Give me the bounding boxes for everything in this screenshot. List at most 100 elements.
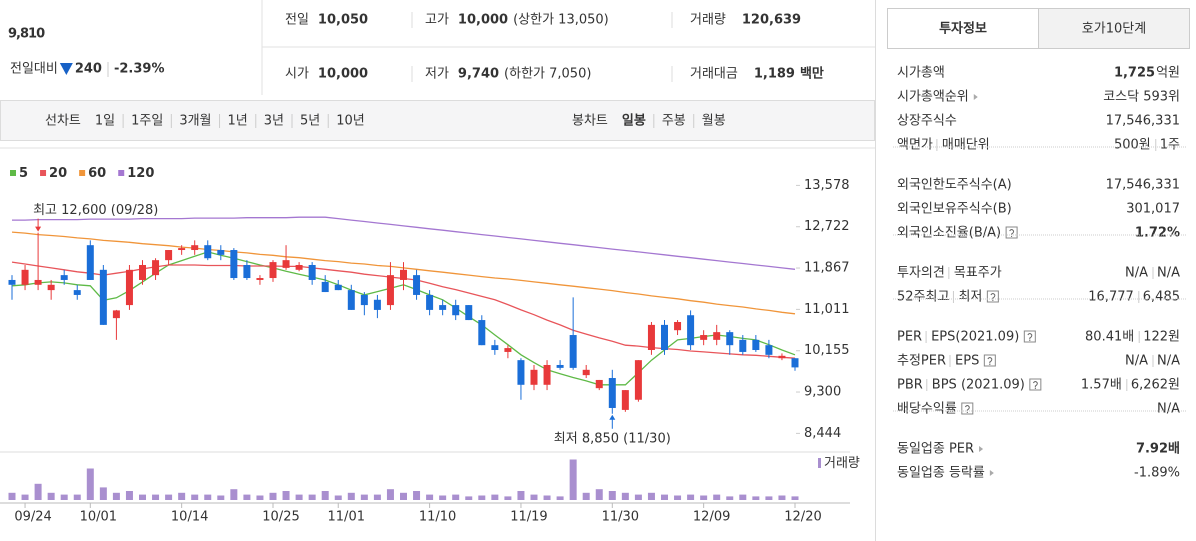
volume-bar	[243, 494, 251, 500]
info-value: 6,262원	[1131, 378, 1180, 393]
info-label: 외국인소진율(B/A)	[897, 226, 1001, 241]
y-tick-label: 8,444	[804, 426, 841, 441]
volume-bar	[204, 494, 212, 500]
volume-bar	[334, 495, 342, 500]
bar-label: 선차트	[45, 114, 81, 129]
candle-body	[321, 281, 329, 293]
arrow-icon[interactable]	[979, 446, 984, 452]
candle-body	[647, 324, 655, 351]
info-value: N/A	[1157, 402, 1180, 417]
arrow-icon[interactable]	[989, 470, 994, 476]
summary-value: 10,050	[318, 13, 368, 28]
candle-body	[452, 305, 460, 316]
y-tick-label: 12,722	[804, 219, 850, 234]
period-item[interactable]: 1일	[95, 114, 115, 129]
volume-bar	[321, 491, 329, 500]
info-label: EPS	[955, 354, 979, 369]
help-icon-glyph	[990, 293, 996, 301]
volume-legend-swatch	[818, 458, 821, 468]
candle-body	[112, 310, 120, 319]
info-label: 52주최고	[897, 290, 949, 305]
candle-body	[386, 275, 394, 306]
volume-bar	[569, 459, 577, 500]
help-icon[interactable]	[1023, 330, 1036, 343]
legend-swatch	[118, 170, 125, 176]
period-item[interactable]: 1주일	[131, 114, 163, 129]
volume-bar	[687, 494, 695, 500]
candle-body	[21, 269, 29, 285]
period-bar	[0, 100, 875, 141]
info-value: 17,546,331	[1106, 114, 1180, 129]
candle-body	[778, 355, 786, 359]
help-icon[interactable]	[1029, 378, 1042, 391]
x-tick-label: 12/09	[693, 510, 730, 525]
help-icon[interactable]	[1005, 226, 1018, 239]
volume-bar	[34, 483, 42, 500]
candle-body	[543, 364, 551, 385]
volume-bar	[191, 494, 199, 500]
help-icon[interactable]	[961, 402, 974, 415]
info-value: -1.89%	[1134, 466, 1180, 481]
candle-body	[674, 321, 682, 331]
period-item[interactable]: 10년	[336, 114, 365, 129]
candle-body	[752, 339, 760, 351]
info-value: N/A	[1157, 354, 1180, 369]
x-tick-label: 09/24	[14, 510, 51, 525]
period-item[interactable]: 3개월	[179, 114, 211, 129]
info-label: 최저	[958, 290, 982, 305]
period-item[interactable]: 일봉	[622, 114, 646, 129]
summary-note: (하한가 7,050)	[504, 67, 591, 82]
y-tick-label: 13,578	[804, 178, 850, 193]
volume-bar	[99, 487, 107, 500]
period-item[interactable]: 월봉	[702, 114, 726, 129]
info-value: 1.57배	[1081, 378, 1122, 393]
volume-bar	[400, 492, 407, 500]
summary-label: 거래대금	[690, 67, 738, 82]
candle-body	[125, 269, 133, 306]
x-tick-label: 10/14	[171, 510, 208, 525]
summary-label: 저가	[425, 67, 449, 82]
volume-bar	[752, 496, 760, 500]
period-item[interactable]: 5년	[300, 114, 320, 129]
volume-bar	[282, 491, 290, 500]
volume-bar	[47, 492, 55, 500]
legend-label: 60	[88, 166, 106, 181]
info-label: 동일업종 PER	[897, 442, 974, 457]
candle-body	[569, 335, 577, 368]
x-tick-label: 10/01	[80, 510, 117, 525]
candle-body	[178, 248, 186, 251]
volume-bar	[778, 495, 786, 500]
volume-bar	[73, 494, 81, 500]
candle-body	[478, 320, 486, 346]
period-item[interactable]: 주봉	[662, 114, 686, 129]
info-label: PBR	[897, 378, 923, 393]
tab-label[interactable]: 투자정보	[939, 21, 987, 37]
tab-label[interactable]: 호가10단계	[1082, 22, 1146, 37]
arrow-icon[interactable]	[973, 94, 978, 100]
help-icon[interactable]	[986, 290, 999, 303]
volume-bar	[295, 494, 303, 500]
volume-bar	[517, 491, 525, 500]
candle-body	[373, 299, 381, 310]
info-label: 동일업종 등락률	[897, 466, 985, 481]
period-item[interactable]: 3년	[264, 114, 284, 129]
candle-body	[713, 332, 721, 340]
volume-bar	[726, 496, 734, 500]
legend-swatch	[40, 170, 47, 176]
volume-bar	[674, 495, 682, 500]
info-unit: 억원	[1156, 66, 1180, 81]
volume-bar	[478, 495, 486, 500]
info-label: PER	[897, 330, 922, 345]
y-tick-label: 11,867	[804, 261, 850, 276]
summary-label: 시가	[285, 67, 309, 82]
candle-body	[661, 324, 668, 351]
y-tick-label: 10,155	[804, 343, 850, 358]
summary-value: 1,189	[754, 67, 795, 82]
period-item[interactable]: 1년	[228, 114, 248, 129]
info-label: 시가총액순위	[897, 90, 969, 105]
tab[interactable]	[1038, 8, 1190, 49]
volume-bar	[112, 492, 120, 500]
info-label: 매매단위	[942, 138, 990, 153]
candle-body	[34, 279, 42, 285]
help-icon[interactable]	[983, 354, 996, 367]
